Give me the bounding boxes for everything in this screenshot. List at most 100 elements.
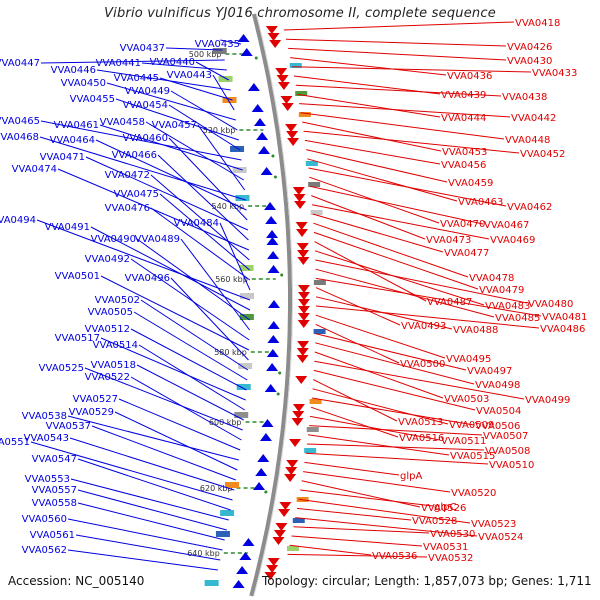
right-gene-label: VVA0499 — [525, 395, 570, 406]
right-gene-label: VVA0504 — [476, 406, 521, 417]
right-connector — [303, 130, 520, 154]
left-gene-label: VVA0450 — [61, 78, 106, 89]
left-connector — [67, 518, 223, 551]
left-connector — [118, 398, 241, 451]
left-gene-label: VVA0441 — [96, 58, 141, 69]
feature-block — [286, 546, 299, 551]
right-gene-label: glpC — [434, 502, 456, 513]
left-gene-arrow — [247, 83, 260, 91]
right-connector — [291, 535, 423, 547]
right-gene-label: VVA0433 — [532, 68, 577, 79]
right-gene-label: VVA0497 — [467, 366, 512, 377]
feature-block — [308, 182, 321, 187]
feature-dot — [254, 56, 258, 60]
feature-block — [238, 363, 253, 369]
right-gene-label: VVA0510 — [489, 460, 534, 471]
feature-block — [289, 63, 302, 68]
left-gene-arrow — [267, 251, 280, 259]
left-gene-label: VVA0518 — [91, 360, 136, 371]
right-connector — [312, 388, 449, 425]
left-gene-arrow — [264, 202, 277, 210]
left-gene-arrow — [253, 118, 266, 126]
right-gene-label: VVA0532 — [428, 553, 473, 564]
scale-tick-label: 600 kbp — [209, 418, 242, 427]
right-gene-label: VVA0500 — [400, 359, 445, 370]
left-gene-label: VVA0460 — [123, 133, 168, 144]
right-connector — [293, 526, 430, 534]
right-connector — [315, 342, 475, 385]
left-gene-label: VVA0538 — [22, 411, 67, 422]
scale-tick-label: 500 kbp — [189, 50, 222, 59]
right-connector — [307, 158, 458, 202]
right-connector — [295, 517, 478, 537]
left-gene-label: VVA0461 — [54, 120, 99, 131]
right-connector — [314, 351, 444, 399]
feature-block — [309, 399, 322, 404]
left-connector — [159, 193, 250, 271]
left-gene-label: VVA0537 — [46, 421, 91, 432]
feature-block — [305, 161, 318, 166]
right-gene-label: VVA0516 — [399, 433, 444, 444]
left-connector — [91, 425, 237, 481]
left-connector — [70, 478, 229, 521]
left-gene-arrow — [267, 265, 280, 273]
right-gene-label: VVA0528 — [412, 516, 457, 527]
left-gene-arrow — [256, 132, 269, 140]
left-gene-label: VVA0557 — [32, 485, 77, 496]
right-gene-arrow — [280, 96, 293, 104]
left-gene-arrow — [242, 538, 255, 546]
right-gene-arrow — [293, 194, 306, 202]
right-connector — [311, 195, 426, 240]
right-connector — [283, 21, 515, 31]
left-connector — [100, 337, 246, 401]
left-gene-label: VVA0474 — [12, 164, 57, 175]
right-connector — [308, 434, 450, 456]
feature-block — [292, 518, 305, 523]
right-gene-label: VVA0481 — [542, 312, 587, 323]
right-gene-arrow — [276, 75, 289, 83]
right-gene-label: VVA0453 — [442, 147, 487, 158]
right-gene-arrow — [294, 201, 307, 209]
right-gene-arrow — [296, 348, 309, 356]
right-connector — [290, 57, 447, 76]
right-connector — [313, 231, 479, 290]
feature-block — [225, 482, 240, 488]
left-connector — [100, 275, 250, 351]
left-connector — [140, 299, 249, 371]
right-gene-label: VVA0462 — [507, 202, 552, 213]
feature-block — [218, 76, 233, 82]
left-gene-label: VVA0562 — [22, 545, 67, 556]
right-gene-arrow — [297, 250, 310, 258]
left-gene-label: VVA0527 — [73, 394, 118, 405]
left-connector — [136, 364, 244, 421]
left-connector — [130, 328, 247, 391]
right-connector — [310, 406, 399, 438]
left-gene-arrow — [258, 146, 271, 154]
left-gene-label: VVA0475 — [114, 189, 159, 200]
right-gene-arrow — [284, 474, 297, 482]
feature-block — [234, 412, 249, 418]
left-gene-label: VVA0525 — [39, 363, 84, 374]
feature-block — [222, 97, 237, 103]
left-gene-label: VVA0489 — [135, 234, 180, 245]
right-gene-arrow — [286, 131, 299, 139]
left-gene-label: VVA0529 — [69, 407, 114, 418]
left-gene-arrow — [266, 363, 279, 371]
right-gene-label: VVA0515 — [450, 451, 495, 462]
right-gene-arrow — [272, 537, 285, 545]
left-gene-arrow — [259, 433, 272, 441]
left-connector — [115, 98, 239, 141]
right-connector — [288, 47, 507, 61]
right-connector — [306, 149, 448, 183]
right-gene-label: VVA0508 — [485, 446, 530, 457]
left-connector — [165, 47, 223, 51]
right-gene-arrow — [278, 509, 291, 517]
right-gene-label: VVA0444 — [441, 113, 486, 124]
left-connector — [170, 277, 249, 361]
left-gene-label: VVA0505 — [88, 307, 133, 318]
right-connector — [304, 461, 400, 476]
right-gene-label: VVA0509 — [449, 420, 494, 431]
right-connector — [315, 314, 446, 359]
right-connector — [293, 75, 441, 95]
left-connector — [106, 82, 236, 121]
